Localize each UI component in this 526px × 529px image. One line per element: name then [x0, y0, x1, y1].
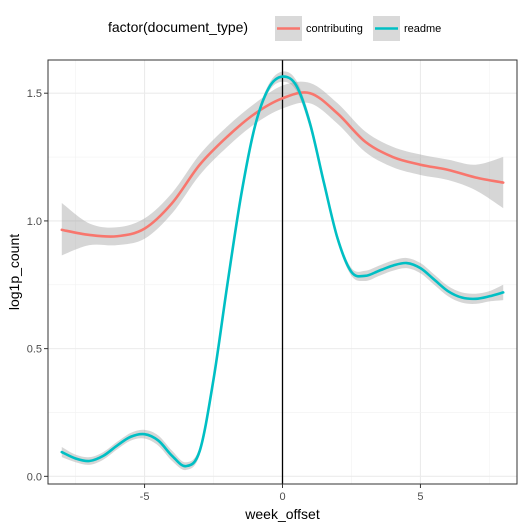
ribbon-contributing [61, 81, 504, 256]
x-tick-label: 5 [417, 491, 423, 503]
legend: factor(document_type) contributing readm… [108, 16, 441, 41]
x-tick-label: 0 [279, 491, 285, 503]
legend-item-readme: readme [373, 16, 441, 41]
y-tick-label: 0.5 [27, 344, 42, 356]
legend-item-contributing: contributing [275, 16, 363, 41]
legend-label-contributing: contributing [306, 23, 363, 35]
y-tick-label: 1.0 [27, 216, 42, 228]
plot-panel [47, 59, 518, 485]
y-tick-label: 0.0 [27, 471, 42, 483]
legend-label-readme: readme [404, 23, 441, 35]
line-contributing [60, 91, 505, 238]
y-axis: 0.0 0.5 1.0 1.5 [27, 88, 48, 483]
x-axis: -5 0 5 [140, 484, 424, 503]
series-lines [60, 75, 505, 468]
legend-title: factor(document_type) [108, 19, 248, 35]
confidence-ribbons [61, 71, 504, 471]
line-readme [60, 75, 505, 468]
x-axis-title: week_offset [244, 506, 320, 522]
x-tick-label: -5 [140, 491, 150, 503]
y-tick-label: 1.5 [27, 88, 42, 100]
y-axis-title: log1p_count [6, 234, 22, 310]
